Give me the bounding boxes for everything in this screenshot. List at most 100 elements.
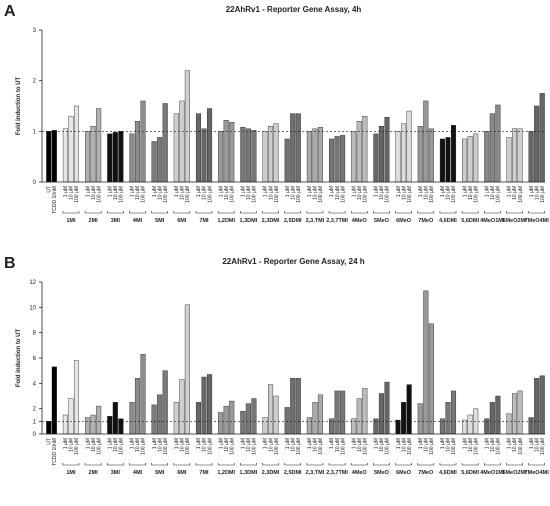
group-bracket [528, 211, 546, 214]
group-label: 1,2DMI [217, 470, 235, 476]
bar [539, 93, 545, 183]
dose-label: 1 µM [285, 186, 291, 197]
dose-label: 10 µM [423, 438, 429, 452]
dose-label: 1 µM [218, 186, 224, 197]
bar [534, 378, 540, 435]
dose-label: 10 µM [135, 186, 141, 200]
panel-letter: A [4, 3, 16, 20]
dose-label: 100 µM [119, 438, 125, 455]
bar [218, 412, 224, 435]
y-axis-label: Fold induction to UT [16, 77, 22, 136]
dose-label: 1 µM [329, 438, 335, 449]
bar [462, 419, 468, 435]
bar [534, 105, 540, 183]
dose-label: 10 µM [357, 438, 363, 452]
bar [157, 137, 163, 183]
bar [356, 398, 362, 435]
dose-label: 1 µM [196, 438, 202, 449]
group-bracket [151, 463, 169, 466]
group-bracket [483, 211, 501, 214]
bar [229, 400, 235, 435]
dose-label: 10 µM [268, 186, 274, 200]
dose-label: 1 µM [63, 186, 69, 197]
dose-label: 1 µM [130, 438, 136, 449]
group-bracket [217, 211, 235, 214]
dose-label: 10 µM [113, 438, 119, 452]
bar [378, 393, 384, 435]
bar [306, 131, 312, 183]
bar [90, 126, 96, 183]
bar [118, 131, 124, 183]
dose-label: TCDD 10nM [52, 186, 58, 214]
bar [134, 378, 141, 435]
dose-label: 100 µM [473, 438, 479, 455]
group-label: 2,3DMI [262, 218, 280, 224]
group-label: 7MI [199, 218, 209, 224]
group-bracket [217, 463, 235, 466]
dose-label: 10 µM [423, 186, 429, 200]
dose-label: 100 µM [119, 186, 125, 203]
dose-label: 10 µM [490, 438, 496, 452]
bar [334, 136, 340, 183]
dose-label: 100 µM [451, 438, 457, 455]
group-label: 2,5DMI [284, 218, 302, 224]
dose-label: 100 µM [141, 186, 147, 203]
y-axis-label: Fold induction to UT [16, 329, 22, 388]
group-label: 6MI [177, 470, 187, 476]
bar [439, 138, 445, 183]
bar [362, 388, 368, 435]
dose-label: 10 µM [401, 186, 407, 200]
dose-label: 100 µM [473, 186, 479, 203]
group-label: 2,3,7TMI [326, 218, 348, 224]
bar [240, 411, 246, 435]
group-bracket [373, 211, 390, 214]
dose-label: 100 µM [496, 438, 502, 455]
bar [107, 133, 113, 183]
bar [179, 379, 185, 435]
dose-label: 1 µM [484, 186, 490, 197]
bar [423, 100, 429, 183]
group-bracket [262, 211, 279, 214]
bar [506, 137, 512, 183]
dose-label: 1 µM [152, 186, 158, 197]
dose-label: 100 µM [274, 438, 280, 455]
dose-label: 100 µM [363, 438, 369, 455]
dose-label: 100 µM [185, 186, 191, 203]
dose-label: 100 µM [407, 438, 413, 455]
dose-label: 10 µM [246, 438, 252, 452]
bar [195, 113, 202, 183]
bar [173, 402, 179, 435]
bar [107, 416, 113, 435]
bar [268, 384, 274, 435]
bar [506, 413, 512, 435]
bar [284, 407, 290, 435]
dose-label: 1 µM [529, 186, 535, 197]
bar [290, 378, 296, 435]
group-label: 5MI [155, 470, 165, 476]
bar [378, 126, 384, 183]
bar [207, 108, 213, 183]
group-label: 2MI [89, 218, 99, 224]
group-bracket [373, 463, 390, 466]
dose-label: 1 µM [307, 186, 313, 197]
bar [151, 141, 157, 183]
bar [373, 133, 379, 183]
group-label: 5MeO [374, 218, 390, 224]
bar [207, 374, 213, 435]
dose-label: 1 µM [484, 438, 490, 449]
group-label: 7MeO [418, 470, 434, 476]
bar [90, 414, 96, 435]
group-label: 3MI [111, 470, 121, 476]
bar [539, 375, 545, 435]
dose-label: 1 µM [263, 186, 269, 197]
group-label: 7MeO4MI [525, 470, 550, 476]
bar [46, 131, 52, 183]
bar [68, 398, 74, 435]
dose-label: 1 µM [130, 186, 136, 197]
dose-label: 1 µM [307, 438, 313, 449]
dose-label: 1 µM [63, 438, 69, 449]
dose-label: 1 µM [263, 438, 269, 449]
bar [129, 402, 135, 435]
group-bracket [240, 463, 257, 466]
group-label: 2,3DMI [262, 470, 280, 476]
